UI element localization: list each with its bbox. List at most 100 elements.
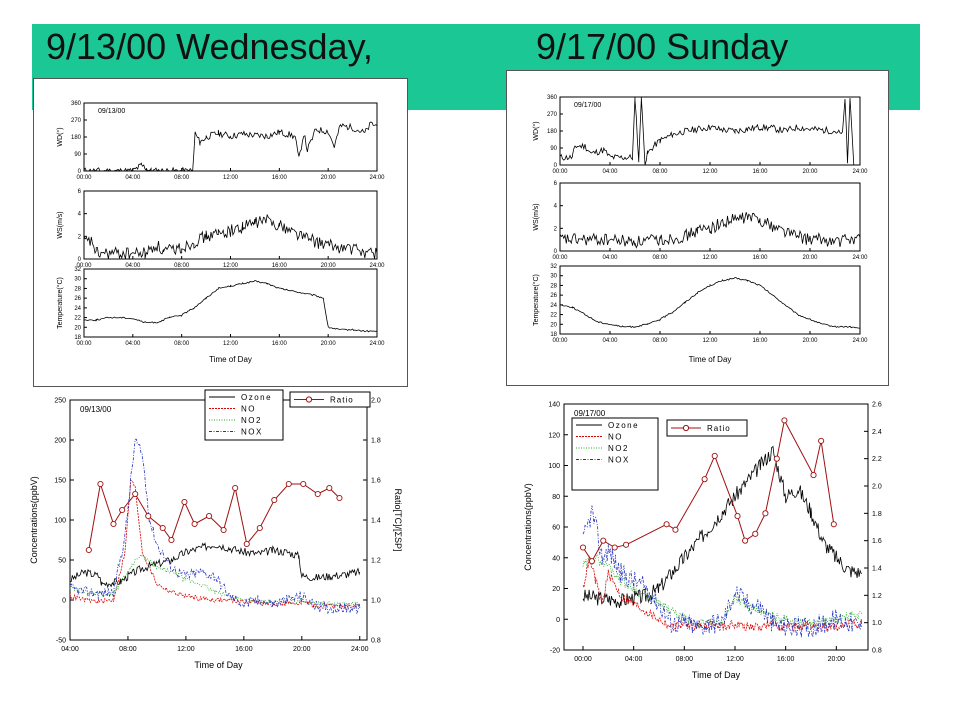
x-tick-label: 08:00: [119, 646, 137, 653]
x-tick-label: 00:00: [76, 263, 92, 269]
legend2-marker: [305, 396, 313, 403]
plot-frame: [83, 268, 378, 338]
y-tick-label: 140: [548, 402, 560, 409]
x-tick-label: 04:00: [125, 341, 141, 347]
x-tick-label: 12:00: [702, 255, 718, 261]
conc-chart-0917: -20 0 20 40 60 80 100 120 140 0.8 1.0 1.2 1.4 1.6 1.8 2…: [523, 402, 882, 681]
x-tick-label: 04:00: [61, 646, 79, 653]
x-tick-label: 24:00: [369, 341, 385, 347]
ratio-point: [271, 496, 278, 504]
x-tick-label: 24:00: [369, 263, 385, 269]
y-tick-label: 22: [74, 316, 81, 322]
y-tick-label: 26: [74, 296, 81, 302]
y-tick-label: 150: [54, 478, 66, 485]
x-tick-label: 04:00: [602, 169, 618, 175]
date-label: 09/13/00: [80, 405, 112, 414]
x-axis-label: Time of Day: [692, 670, 741, 680]
y2-tick-label: 2.0: [872, 484, 882, 491]
ratio-point: [781, 417, 788, 424]
y-axis-label: WS(m/s): [533, 203, 540, 230]
ratio-point: [191, 520, 198, 528]
y-tick-label: 22: [550, 313, 557, 319]
title-left: 9/13/00 Wednesday,: [46, 26, 373, 67]
y2-tick-label: 1.6: [371, 478, 381, 485]
x-tick-label: 04:00: [125, 175, 141, 181]
y2-tick-label: 1.0: [872, 620, 882, 627]
y-tick-label: 80: [552, 494, 560, 501]
x-tick-label: 16:00: [235, 646, 253, 653]
series-line: [559, 277, 861, 329]
x-tick-label: 16:00: [272, 263, 288, 269]
y-tick-label: 20: [74, 325, 81, 331]
legend-label: NOX: [241, 428, 263, 437]
x-tick-label: 00:00: [574, 656, 592, 663]
y-tick-label: 18: [550, 332, 557, 338]
date-label: 09/17/00: [574, 102, 601, 109]
legend2-box: [289, 391, 371, 408]
ratio-point: [336, 494, 343, 502]
y-tick-label: 6: [78, 189, 82, 195]
x-tick-label: 20:00: [321, 263, 337, 269]
x-tick-label: 12:00: [702, 169, 718, 175]
y-tick-label: 0: [62, 598, 66, 605]
y-tick-label: 4: [554, 204, 558, 210]
y-tick-label: 250: [54, 398, 66, 405]
y-tick-label: 20: [550, 322, 557, 328]
series-line-no: [582, 555, 863, 633]
ratio-point: [742, 537, 749, 544]
y-tick-label: 60: [552, 525, 560, 532]
legend-label: NO: [608, 433, 623, 442]
y2-axis-label: Ratio[TC]/[ΣSP]: [393, 488, 403, 551]
ratio-point: [611, 544, 618, 551]
ratio-point: [256, 524, 263, 532]
y-tick-label: 24: [74, 306, 81, 312]
series-line-nox: [69, 438, 361, 615]
x-tick-label: 00:00: [552, 169, 568, 175]
met-panel-0913: 0 90 180 270 360 00:00 04:00 08:00 12:00 16:00 20:…: [33, 78, 408, 387]
x-tick-label: 08:00: [652, 169, 668, 175]
conc-chart-0913: -50 0 50 100 150 200 250 0.8 1.0 1.2 1.4 1.6 1.8 2.0 0…: [29, 389, 403, 670]
ratio-point: [85, 546, 92, 554]
legend-label: NOX: [608, 456, 630, 465]
y-axis-label: WS(m/s): [57, 211, 64, 238]
y-tick-label: 30: [74, 277, 81, 283]
y2-tick-label: 2.2: [872, 456, 882, 463]
y-tick-label: 24: [550, 303, 557, 309]
y-tick-label: 28: [74, 286, 81, 292]
x-tick-label: 16:00: [272, 341, 288, 347]
y-tick-label: 26: [550, 293, 557, 299]
x-tick-label: 12:00: [726, 656, 744, 663]
legend-label: NO2: [608, 444, 629, 453]
y2-tick-label: 1.8: [872, 511, 882, 518]
y-tick-label: 120: [548, 432, 560, 439]
y-tick-label: 50: [58, 558, 66, 565]
x-tick-label: 16:00: [752, 255, 768, 261]
series-line: [559, 96, 855, 166]
ratio-point: [818, 437, 825, 444]
y-tick-label: 200: [54, 438, 66, 445]
legend2-label: Ratio: [330, 396, 354, 405]
ratio-point: [132, 490, 139, 498]
series-line-nox: [582, 505, 863, 638]
x-tick-label: 24:00: [351, 646, 369, 653]
x-axis-label: Time of Day: [194, 660, 243, 670]
x-tick-label: 04:00: [125, 263, 141, 269]
date-label: 09/17/00: [574, 409, 606, 418]
legend2-marker: [682, 424, 690, 432]
y-tick-label: 2: [78, 234, 82, 240]
x-tick-label: 16:00: [272, 175, 288, 181]
ratio-line: [88, 483, 340, 551]
ratio-point: [623, 541, 630, 548]
ratio-point: [243, 540, 250, 548]
x-tick-label: 20:00: [828, 656, 846, 663]
x-tick-label: 00:00: [76, 341, 92, 347]
y-tick-label: 180: [547, 129, 558, 135]
y2-tick-label: 2.6: [872, 402, 882, 409]
ratio-point: [663, 521, 670, 528]
legend-label: NO: [241, 405, 256, 414]
ratio-point: [734, 513, 741, 520]
title-right: 9/17/00 Sunday: [536, 26, 789, 67]
x-tick-label: 20:00: [321, 341, 337, 347]
y-axis-label: Temperature(°C): [532, 274, 540, 326]
